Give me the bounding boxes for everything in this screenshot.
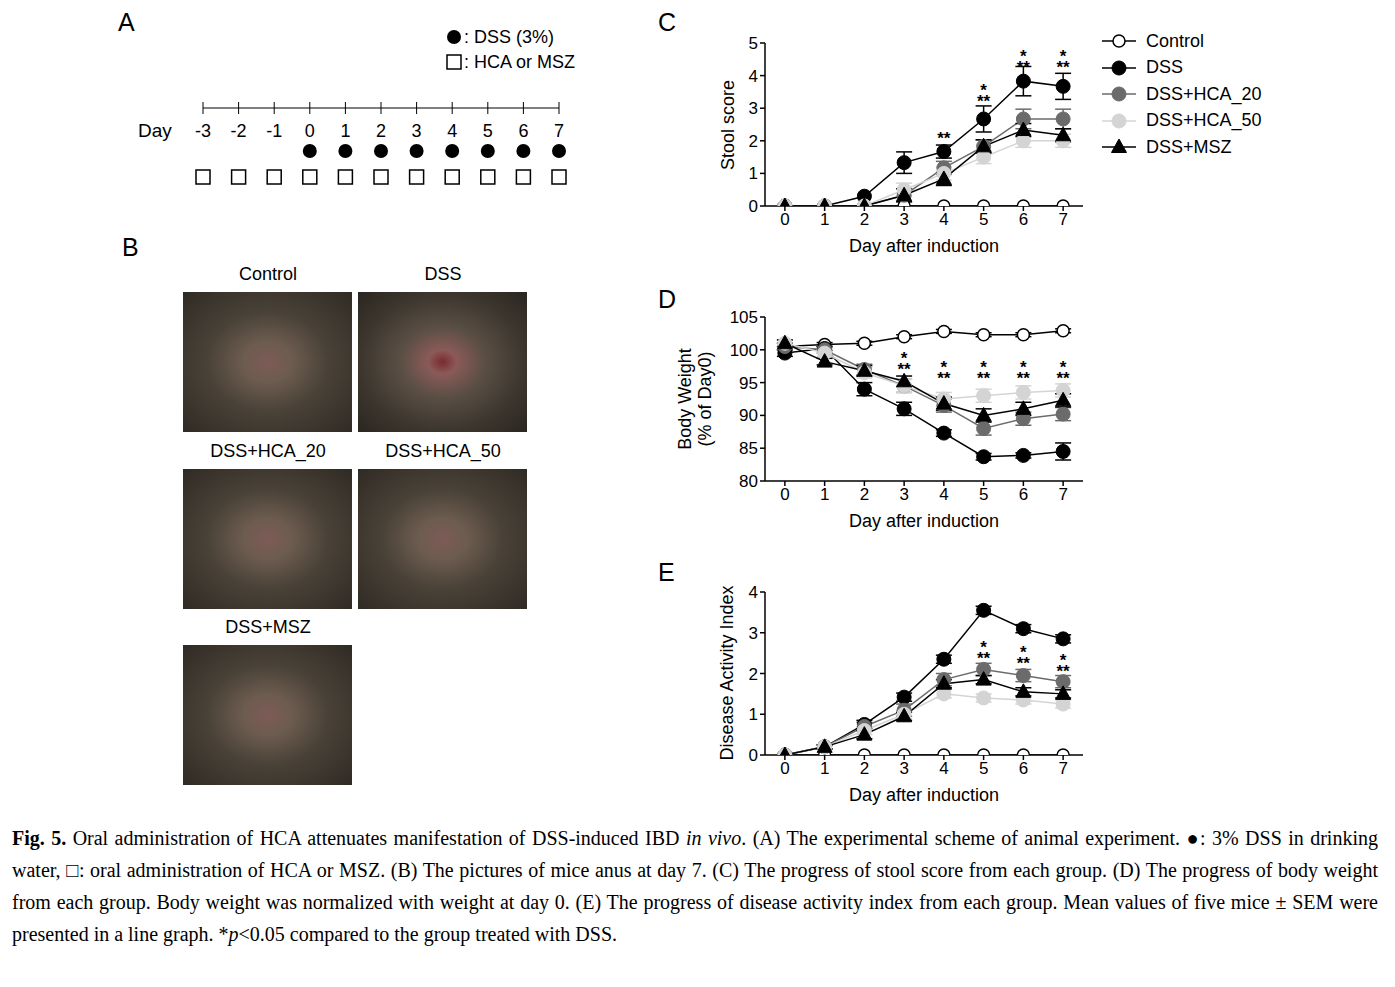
svg-text:3: 3	[749, 99, 758, 118]
html-text:Control: Control	[1146, 30, 1204, 51]
svg-text:**: **	[1017, 654, 1031, 673]
html-text:DSS: DSS	[424, 264, 462, 284]
svg-text:0: 0	[305, 121, 315, 141]
html-text:(% of Day0): (% of Day0)	[695, 351, 715, 447]
svg-text:1: 1	[749, 164, 758, 183]
svg-text:5: 5	[749, 34, 758, 53]
svg-text:80: 80	[739, 472, 758, 491]
svg-text:0: 0	[780, 485, 789, 504]
svg-text:1: 1	[820, 210, 829, 229]
svg-text:3: 3	[899, 485, 908, 504]
svg-text:7: 7	[1058, 485, 1067, 504]
html-text:DSS+HCA_50: DSS+HCA_50	[1146, 110, 1262, 131]
html-text:Body Weight: Body Weight	[675, 348, 695, 450]
svg-text:6: 6	[518, 121, 528, 141]
svg-text:105: 105	[730, 308, 758, 327]
svg-text:1: 1	[749, 705, 758, 724]
svg-text:: DSS (3%): : DSS (3%)	[464, 27, 554, 47]
svg-text:4: 4	[939, 210, 948, 229]
svg-text:**: **	[977, 92, 991, 111]
svg-text:100: 100	[730, 341, 758, 360]
svg-text:3: 3	[749, 624, 758, 643]
svg-text:4: 4	[939, 759, 948, 778]
svg-text:**: **	[1017, 369, 1031, 388]
svg-text:5: 5	[483, 121, 493, 141]
svg-text:4: 4	[749, 67, 758, 86]
svg-text:3: 3	[899, 210, 908, 229]
svg-text:4: 4	[447, 121, 457, 141]
html-text:DSS+HCA_20: DSS+HCA_20	[210, 441, 326, 461]
svg-text:**: **	[1057, 662, 1071, 681]
svg-text:0: 0	[780, 210, 789, 229]
html-text:Day after induction: Day after induction	[849, 510, 999, 531]
svg-text:2: 2	[860, 210, 869, 229]
svg-text:1: 1	[820, 485, 829, 504]
svg-text:1: 1	[340, 121, 350, 141]
svg-text:1: 1	[820, 759, 829, 778]
html-text:E: E	[658, 558, 675, 586]
svg-text:4: 4	[749, 583, 758, 602]
html-text:C: C	[658, 8, 677, 36]
svg-text:4: 4	[939, 485, 948, 504]
svg-text:0: 0	[749, 197, 758, 216]
html-text:Day after induction: Day after induction	[849, 235, 999, 256]
svg-text:**: **	[937, 369, 951, 388]
svg-text:95: 95	[739, 374, 758, 393]
svg-text:85: 85	[739, 439, 758, 458]
html-text:DSS+HCA_50: DSS+HCA_50	[385, 441, 501, 461]
svg-text:7: 7	[1058, 759, 1067, 778]
svg-text:Day: Day	[138, 120, 172, 141]
svg-text:6: 6	[1019, 210, 1028, 229]
svg-text:0: 0	[749, 746, 758, 765]
svg-text:5: 5	[979, 759, 988, 778]
html-text:Control: Control	[239, 264, 297, 284]
html-text:DSS+MSZ: DSS+MSZ	[225, 617, 311, 637]
svg-text:2: 2	[860, 759, 869, 778]
svg-text:6: 6	[1019, 759, 1028, 778]
svg-text:3: 3	[899, 759, 908, 778]
html-text:DSS+MSZ: DSS+MSZ	[1146, 136, 1232, 157]
svg-text:2: 2	[376, 121, 386, 141]
svg-text:-1: -1	[266, 121, 282, 141]
svg-text:5: 5	[979, 485, 988, 504]
html-text:DSS: DSS	[1146, 57, 1183, 78]
svg-text:**: **	[1057, 369, 1071, 388]
svg-text:-3: -3	[195, 121, 211, 141]
svg-text:**: **	[977, 369, 991, 388]
svg-text:6: 6	[1019, 485, 1028, 504]
html-text:A: A	[118, 8, 135, 36]
svg-text:-2: -2	[231, 121, 247, 141]
html-text:D: D	[658, 285, 677, 313]
svg-text:0: 0	[780, 759, 789, 778]
svg-text:**: **	[937, 129, 951, 148]
svg-text:**: **	[1017, 58, 1031, 77]
svg-text:90: 90	[739, 406, 758, 425]
html-text:Day after induction: Day after induction	[849, 784, 999, 805]
svg-text:3: 3	[412, 121, 422, 141]
html-text:Disease Activity Index: Disease Activity Index	[717, 585, 737, 761]
svg-text:2: 2	[749, 132, 758, 151]
svg-text:7: 7	[1058, 210, 1067, 229]
html-text:Fig. 5. Oral administration of: Fig. 5. Oral administration of HCA atten…	[12, 827, 1378, 945]
svg-text:7: 7	[554, 121, 564, 141]
svg-text:2: 2	[860, 485, 869, 504]
svg-text:2: 2	[749, 665, 758, 684]
html-text:DSS+HCA_20: DSS+HCA_20	[1146, 83, 1262, 104]
svg-text:**: **	[898, 360, 912, 379]
svg-text:**: **	[1057, 58, 1071, 77]
html-text:Stool score: Stool score	[718, 80, 738, 170]
svg-text:5: 5	[979, 210, 988, 229]
html-text:B: B	[122, 233, 139, 261]
svg-text:: HCA or MSZ: : HCA or MSZ	[464, 52, 575, 72]
svg-text:**: **	[977, 649, 991, 668]
